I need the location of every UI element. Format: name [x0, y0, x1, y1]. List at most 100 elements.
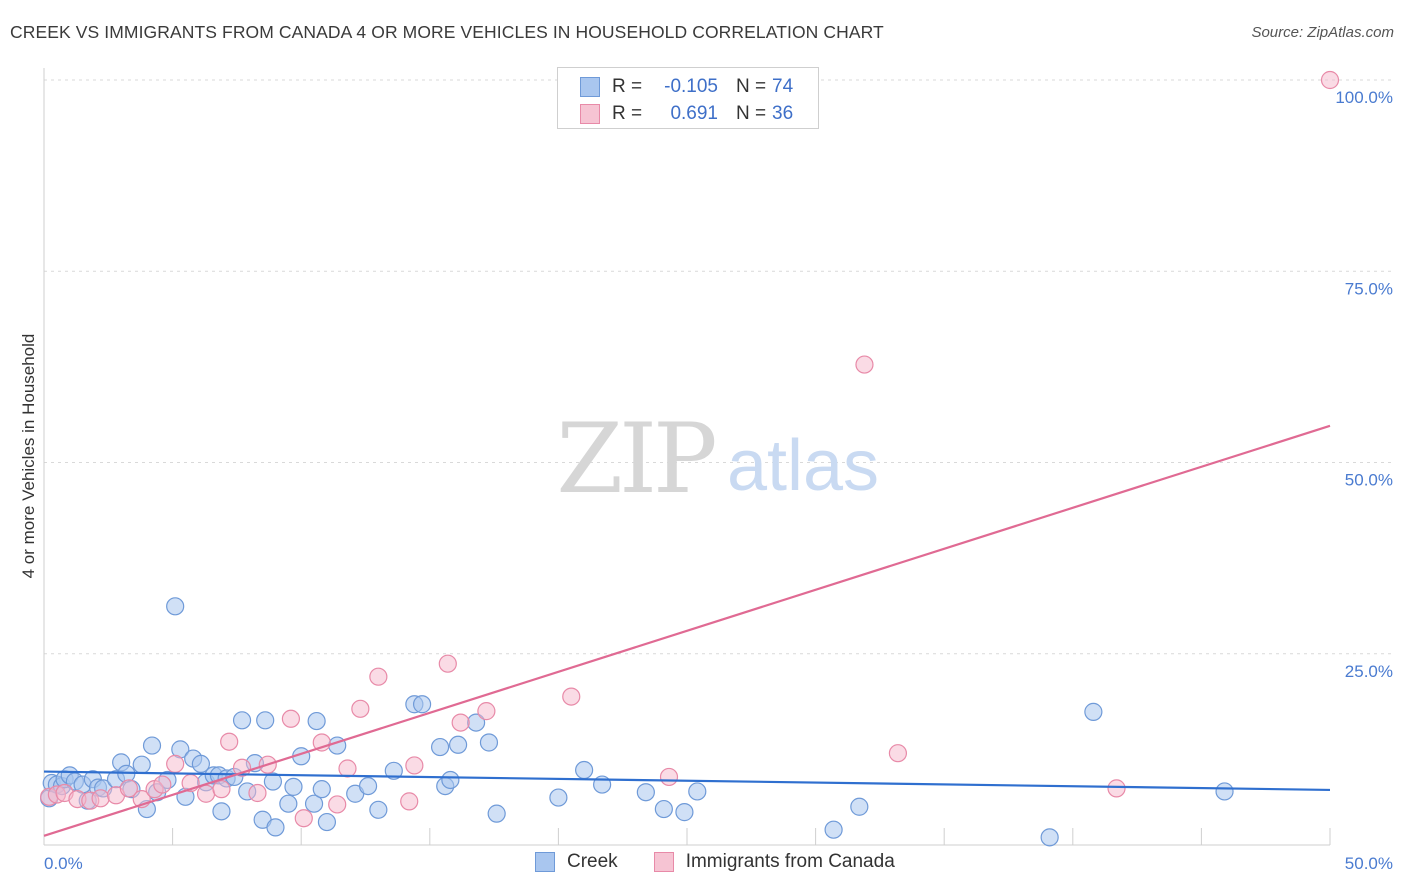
- series-legend: Creek Immigrants from Canada: [535, 851, 931, 873]
- creek-points: [40, 597, 1234, 847]
- creek-point: [549, 788, 568, 807]
- y-tick-label: 75.0%: [1345, 279, 1393, 298]
- creek-point: [284, 777, 303, 796]
- creek-point: [412, 695, 432, 714]
- creek-point: [191, 754, 210, 774]
- canada-point: [212, 780, 231, 799]
- r-label: R =: [612, 76, 643, 97]
- stats-legend: R = -0.105 N = 74 R = 0.691 N = 36: [557, 67, 819, 129]
- legend-item-canada: Immigrants from Canada: [653, 851, 895, 873]
- canada-point: [166, 754, 185, 774]
- creek-swatch: [580, 77, 600, 97]
- creek-point: [384, 761, 403, 780]
- x-tick-label: 50.0%: [1345, 854, 1393, 873]
- creek-point: [441, 770, 460, 790]
- axes: [43, 68, 1331, 846]
- canada-point: [855, 355, 874, 374]
- creek-trend-line: [43, 770, 1331, 792]
- creek-point: [1215, 782, 1234, 801]
- canada-point: [153, 775, 172, 794]
- watermark: ZIP atlas: [556, 403, 879, 515]
- canada-point: [438, 654, 457, 673]
- creek-point: [132, 755, 151, 774]
- creek-point: [824, 820, 843, 839]
- creek-point: [307, 711, 326, 731]
- creek-point: [1040, 828, 1059, 847]
- legend-canada-label: Immigrants from Canada: [685, 851, 895, 872]
- creek-point: [850, 797, 869, 816]
- watermark-zip: ZIP: [556, 403, 715, 515]
- canada-point: [1107, 779, 1126, 798]
- source-label: Source: ZipAtlas.com: [1251, 24, 1394, 41]
- canada-point: [248, 783, 267, 803]
- trend-lines: [43, 424, 1331, 837]
- y-axis-label: 4 or more Vehicles in Household: [19, 334, 38, 579]
- canada-point: [369, 667, 388, 686]
- canada-point: [328, 795, 347, 814]
- canada-point: [451, 713, 470, 732]
- canada-swatch: [653, 852, 674, 872]
- watermark-atlas: atlas: [727, 426, 879, 506]
- n-label: N =: [736, 103, 767, 124]
- canada-point: [220, 732, 239, 751]
- creek-point: [358, 776, 378, 796]
- canada-point: [405, 756, 424, 775]
- creek-point: [312, 780, 331, 799]
- canada-swatch: [580, 104, 600, 124]
- tick-labels: 25.0% 50.0% 75.0% 100.0% 0.0% 50.0%: [44, 88, 1393, 873]
- creek-point: [317, 812, 337, 832]
- creek-point: [479, 733, 499, 752]
- canada-point: [562, 687, 581, 706]
- legend-item-creek: Creek: [535, 851, 618, 873]
- legend-row-canada: R = 0.691 N = 36: [580, 101, 793, 127]
- creek-point: [575, 760, 594, 780]
- y-tick-label: 100.0%: [1335, 88, 1393, 107]
- canada-point: [281, 709, 301, 728]
- y-tick-label: 50.0%: [1345, 471, 1393, 490]
- canada-point: [1320, 70, 1340, 90]
- creek-point: [688, 782, 707, 801]
- creek-point: [256, 711, 275, 730]
- creek-point: [166, 597, 185, 616]
- creek-point: [448, 735, 468, 754]
- n-label: N =: [736, 76, 767, 97]
- r-label: R =: [612, 103, 643, 124]
- r-value: -0.105: [664, 76, 718, 97]
- creek-point: [636, 783, 655, 802]
- x-tick-label: 0.0%: [44, 854, 83, 873]
- legend-row-creek: R = -0.105 N = 74: [580, 74, 793, 100]
- creek-point: [279, 794, 298, 813]
- creek-point: [142, 736, 162, 755]
- canada-point: [338, 759, 357, 778]
- creek-point: [266, 818, 285, 837]
- creek-point: [654, 799, 673, 819]
- canada-points: [40, 70, 1340, 828]
- creek-point: [304, 794, 324, 813]
- creek-point: [675, 803, 694, 822]
- creek-point: [263, 772, 283, 791]
- canada-point: [659, 767, 679, 787]
- creek-point: [487, 804, 506, 823]
- y-tick-label: 25.0%: [1345, 662, 1393, 681]
- creek-point: [369, 800, 388, 819]
- n-value: 36: [772, 103, 794, 124]
- creek-swatch: [535, 852, 555, 872]
- canada-point: [477, 702, 496, 721]
- canada-point: [91, 789, 110, 808]
- creek-point: [232, 711, 252, 730]
- canada-point: [888, 744, 908, 763]
- creek-point: [430, 737, 450, 757]
- canada-point: [119, 779, 138, 798]
- creek-point: [1084, 702, 1103, 721]
- canada-trend-line: [43, 424, 1331, 837]
- creek-point: [212, 802, 231, 821]
- canada-point: [196, 784, 216, 803]
- canada-point: [294, 809, 313, 828]
- canada-point: [400, 792, 419, 811]
- legend-creek-label: Creek: [567, 851, 618, 872]
- r-value: 0.691: [670, 103, 718, 124]
- gridlines: [44, 79, 1392, 655]
- chart-title: CREEK VS IMMIGRANTS FROM CANADA 4 OR MOR…: [10, 22, 884, 42]
- canada-point: [351, 699, 370, 718]
